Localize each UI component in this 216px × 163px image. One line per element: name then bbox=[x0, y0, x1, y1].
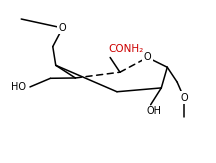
Text: O: O bbox=[144, 52, 151, 62]
Text: HO: HO bbox=[11, 82, 26, 92]
Text: CONH₂: CONH₂ bbox=[108, 44, 143, 54]
Text: O: O bbox=[59, 23, 66, 33]
Text: OH: OH bbox=[146, 106, 161, 116]
Text: O: O bbox=[180, 93, 188, 103]
